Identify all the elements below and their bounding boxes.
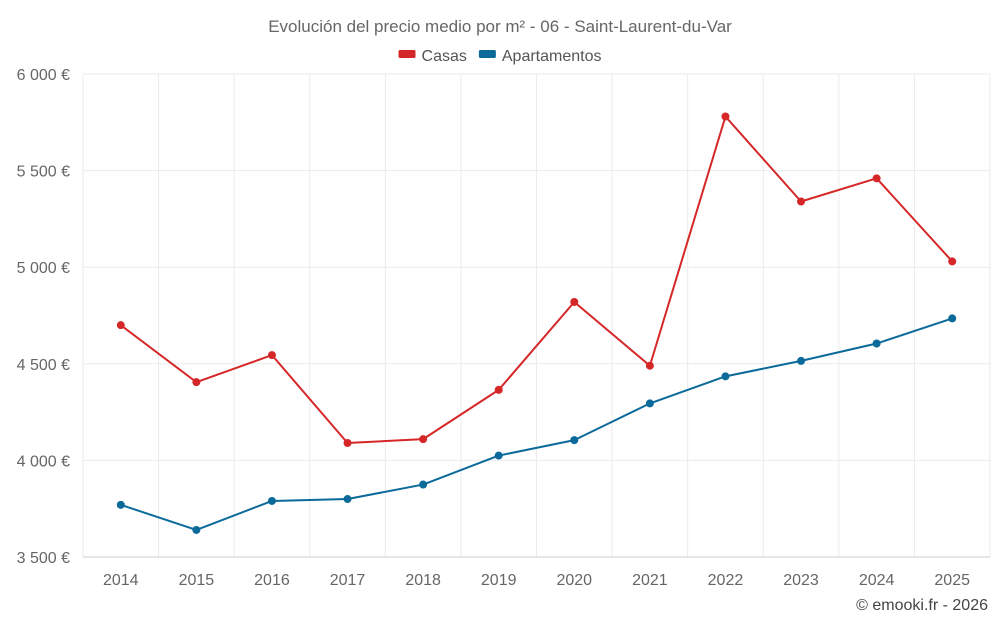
x-tick-label: 2016 [254, 572, 290, 589]
data-point-apartamentos[interactable] [192, 525, 201, 534]
series-casas [116, 112, 957, 448]
data-point-casas[interactable] [797, 197, 806, 206]
data-point-casas[interactable] [419, 435, 428, 444]
data-point-casas[interactable] [116, 321, 125, 330]
series-apartamentos [116, 314, 957, 534]
y-tick-label: 6 000 € [17, 67, 70, 84]
x-tick-label: 2020 [556, 572, 592, 589]
data-point-apartamentos[interactable] [872, 339, 881, 348]
x-gridlines [82, 74, 991, 557]
series-line-casas [120, 115, 953, 445]
x-tick-label: 2017 [330, 572, 366, 589]
data-point-apartamentos[interactable] [645, 399, 654, 408]
legend-swatch [478, 50, 496, 58]
legend: Casas Apartamentos [398, 48, 602, 65]
data-point-casas[interactable] [721, 112, 730, 121]
y-tick-label: 5 000 € [17, 260, 70, 277]
y-axis-ticks: 3 500 € 4 000 € 4 500 € 5 000 € 5 500 € 6 000… [17, 67, 70, 567]
legend-swatch [398, 50, 416, 58]
data-point-apartamentos[interactable] [948, 314, 957, 323]
x-tick-label: 2018 [405, 572, 441, 589]
y-tick-label: 4 000 € [17, 453, 70, 470]
data-point-apartamentos[interactable] [494, 451, 503, 460]
x-tick-label: 2025 [934, 572, 970, 589]
data-point-apartamentos[interactable] [721, 372, 730, 381]
y-tick-label: 3 500 € [17, 550, 70, 567]
x-tick-label: 2021 [632, 572, 668, 589]
y-tick-label: 5 500 € [17, 164, 70, 181]
data-point-casas[interactable] [267, 351, 276, 360]
chart-title: Evolución del precio medio por m² - 06 -… [268, 17, 732, 36]
x-axis-ticks: 2014 2015 2016 2017 2018 2019 2020 2021 2022 2023… [103, 572, 970, 589]
data-point-apartamentos[interactable] [267, 496, 276, 505]
data-point-casas[interactable] [192, 378, 201, 387]
legend-item-casas[interactable]: Casas [398, 48, 467, 65]
legend-label: Apartamentos [502, 48, 602, 65]
legend-label: Casas [422, 48, 467, 65]
data-point-apartamentos[interactable] [343, 495, 352, 504]
x-tick-label: 2023 [783, 572, 819, 589]
y-tick-label: 4 500 € [17, 357, 70, 374]
data-point-apartamentos[interactable] [419, 480, 428, 489]
data-point-casas[interactable] [948, 257, 957, 266]
data-point-apartamentos[interactable] [570, 436, 579, 445]
credit-text: © emooki.fr - 2026 [856, 597, 988, 614]
data-point-casas[interactable] [570, 297, 579, 306]
data-point-casas[interactable] [645, 361, 654, 370]
x-tick-label: 2019 [481, 572, 517, 589]
x-tick-label: 2022 [708, 572, 744, 589]
x-tick-label: 2015 [179, 572, 215, 589]
data-point-casas[interactable] [872, 174, 881, 183]
data-point-casas[interactable] [494, 385, 503, 394]
data-point-casas[interactable] [343, 439, 352, 448]
x-tick-label: 2024 [859, 572, 895, 589]
data-point-apartamentos[interactable] [116, 500, 125, 509]
series-layer [116, 112, 957, 534]
data-point-apartamentos[interactable] [797, 356, 806, 365]
series-line-apartamentos [120, 317, 953, 531]
x-tick-label: 2014 [103, 572, 139, 589]
legend-item-apartamentos[interactable]: Apartamentos [478, 48, 602, 65]
